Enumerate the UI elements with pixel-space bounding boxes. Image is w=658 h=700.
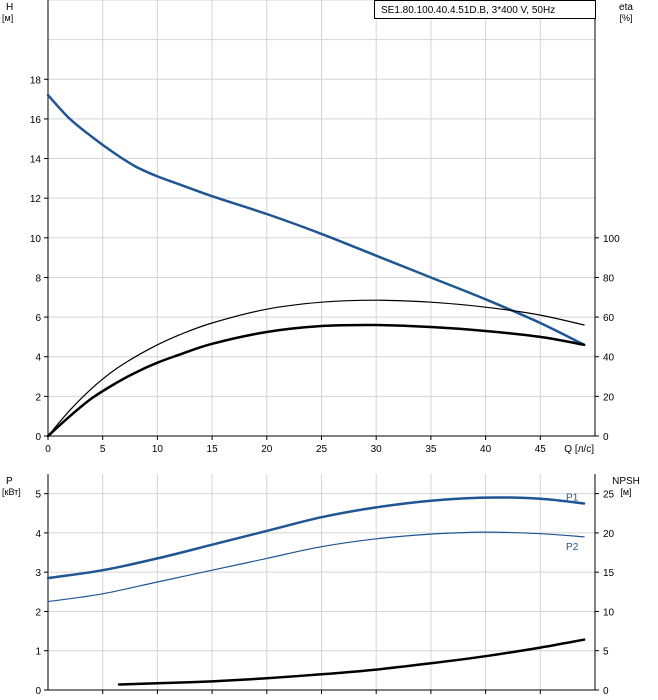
y-axis-label-right: NPSH bbox=[612, 476, 640, 487]
tick-label-left: 12 bbox=[30, 194, 42, 205]
y-axis-unit-right: [м] bbox=[620, 487, 631, 497]
series-line-p1 bbox=[46, 496, 586, 580]
tick-label-left: 6 bbox=[35, 313, 41, 324]
tick-label-left: 8 bbox=[35, 273, 41, 284]
y-axis-label-right: eta bbox=[619, 2, 633, 13]
tick-label-left: 5 bbox=[35, 490, 41, 501]
tick-label-right: 80 bbox=[603, 273, 615, 284]
tick-label-right: 40 bbox=[603, 353, 615, 364]
tick-label-left: 3 bbox=[35, 568, 41, 579]
tick-label-left: 2 bbox=[35, 607, 41, 618]
series-label-p1: P1 bbox=[566, 492, 579, 503]
tick-label-left: 4 bbox=[35, 529, 41, 540]
tick-label-left: 0 bbox=[35, 686, 41, 697]
x-axis-label: Q [л/с] bbox=[564, 444, 594, 455]
tick-label-x: 35 bbox=[425, 444, 437, 455]
tick-label-left: 0 bbox=[35, 432, 41, 443]
tick-label-right: 5 bbox=[603, 647, 609, 658]
tick-label-left: 4 bbox=[35, 353, 41, 364]
series-line bbox=[46, 323, 586, 438]
tick-label-right: 100 bbox=[603, 234, 620, 245]
y-axis-label-left: P bbox=[6, 476, 13, 487]
series-label-p2: P2 bbox=[566, 542, 579, 553]
head-efficiency-panel: 0 2 4 6 8 10 12 14 16 18 0 20 40 60 80 100 0 5 10 15 20 25 30 3… bbox=[2, 0, 633, 455]
tick-label-left: 16 bbox=[30, 115, 42, 126]
tick-label-right: 0 bbox=[603, 686, 609, 697]
power-npsh-panel: 0 1 2 3 4 5 0 5 10 15 20 25 P[кВт] NPSH[м] P1 P2 bbox=[2, 474, 640, 697]
y-axis-unit-left: [м] bbox=[2, 13, 13, 23]
tick-label-left: 18 bbox=[30, 75, 42, 86]
tick-label-x: 45 bbox=[535, 444, 547, 455]
tick-label-right: 60 bbox=[603, 313, 615, 324]
y-axis-unit-left: [кВт] bbox=[2, 487, 21, 497]
series-line bbox=[46, 93, 586, 347]
tick-label-x: 10 bbox=[152, 444, 164, 455]
tick-label-left: 1 bbox=[35, 647, 41, 658]
tick-label-x: 5 bbox=[100, 444, 106, 455]
tick-label-x: 40 bbox=[480, 444, 492, 455]
tick-label-right: 10 bbox=[603, 607, 615, 618]
legend-box bbox=[374, 0, 596, 19]
y-axis-unit-right: [%] bbox=[619, 13, 632, 23]
series-line bbox=[47, 299, 585, 437]
tick-label-right: 25 bbox=[603, 490, 615, 501]
tick-label-x: 15 bbox=[207, 444, 219, 455]
y-axis-label-left: H bbox=[6, 2, 13, 13]
series-line-p2 bbox=[47, 531, 585, 603]
tick-label-left: 14 bbox=[30, 155, 42, 166]
series-line bbox=[117, 638, 586, 686]
legend-text: SE1.80.100.40.4.51D.B, 3*400 V, 50Hz bbox=[381, 5, 555, 16]
tick-label-x: 25 bbox=[316, 444, 328, 455]
tick-label-x: 20 bbox=[261, 444, 273, 455]
tick-label-left: 2 bbox=[35, 392, 41, 403]
tick-label-x: 30 bbox=[371, 444, 383, 455]
tick-label-right: 20 bbox=[603, 392, 615, 403]
tick-label-right: 0 bbox=[603, 432, 609, 443]
tick-label-right: 20 bbox=[603, 529, 615, 540]
tick-label-right: 15 bbox=[603, 568, 615, 579]
tick-label-x: 0 bbox=[45, 444, 51, 455]
tick-label-left: 10 bbox=[30, 234, 42, 245]
